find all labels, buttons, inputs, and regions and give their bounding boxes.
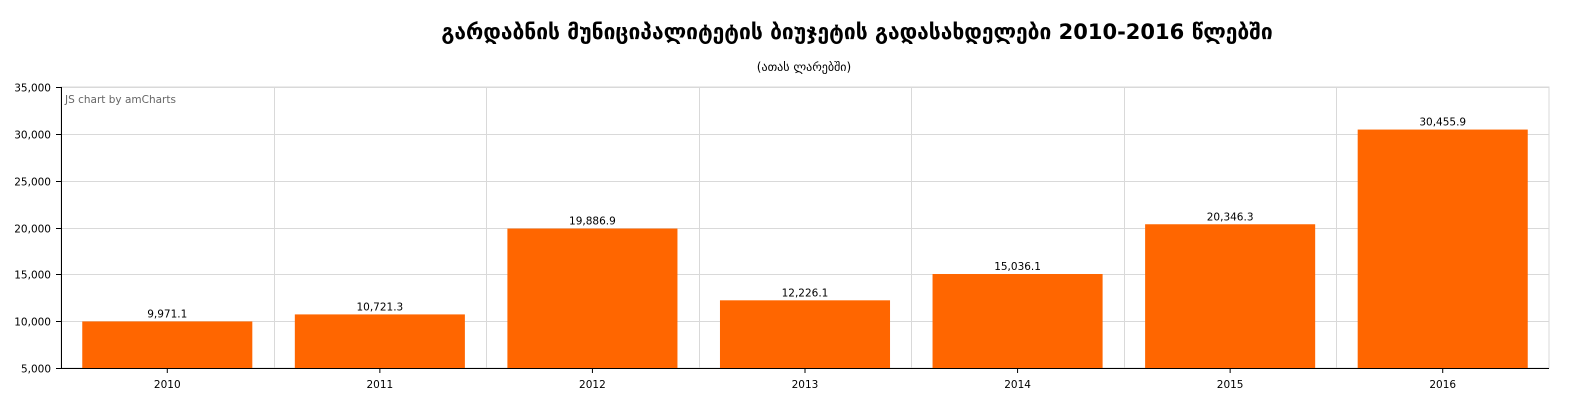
axis-layer [56,87,1549,373]
y-tick-label: 35,000 [14,83,51,95]
x-tick-label: 2016 [1429,379,1456,391]
bar-value-label: 9,971.1 [147,308,187,320]
y-tick-label: 30,000 [14,130,51,142]
bar-value-label: 20,346.3 [1207,211,1254,223]
bar [719,300,891,368]
chart-title: გარდაბნის მუნიციპალიტეტის ბიუჯეტის გადას… [441,20,1273,44]
grid-layer [60,86,1550,369]
y-tick-label: 25,000 [14,177,51,189]
bar [507,228,678,368]
bar-value-label: 12,226.1 [782,287,829,299]
y-tick-label: 20,000 [14,224,51,236]
bar-value-label: 30,455.9 [1419,117,1466,129]
y-tick-label: 10,000 [14,317,51,329]
x-tick-label: 2012 [579,379,606,391]
x-tick-label: 2013 [792,379,819,391]
amcharts-credit-link[interactable]: JS chart by amCharts [64,94,176,106]
label-layer: 5,000 10,000 15,000 20,000 25,000 30,000 35,00… [14,83,1466,392]
bar [294,314,465,368]
y-tick-label: 5,000 [21,364,51,376]
chart-subtitle: (ათას ლარებში) [756,60,852,74]
bar [932,273,1103,368]
x-tick-label: 2014 [1004,379,1031,391]
bar-value-label: 19,886.9 [569,216,616,228]
bar-layer [82,129,1528,368]
bar-value-label: 10,721.3 [356,301,403,313]
bar-value-label: 15,036.1 [994,261,1041,273]
y-tick-label: 15,000 [14,270,51,282]
x-tick-label: 2011 [366,379,393,391]
bar [82,321,253,368]
x-tick-label: 2015 [1217,379,1244,391]
bar [1357,129,1528,368]
bar [1145,224,1316,368]
x-tick-label: 2010 [154,379,181,391]
